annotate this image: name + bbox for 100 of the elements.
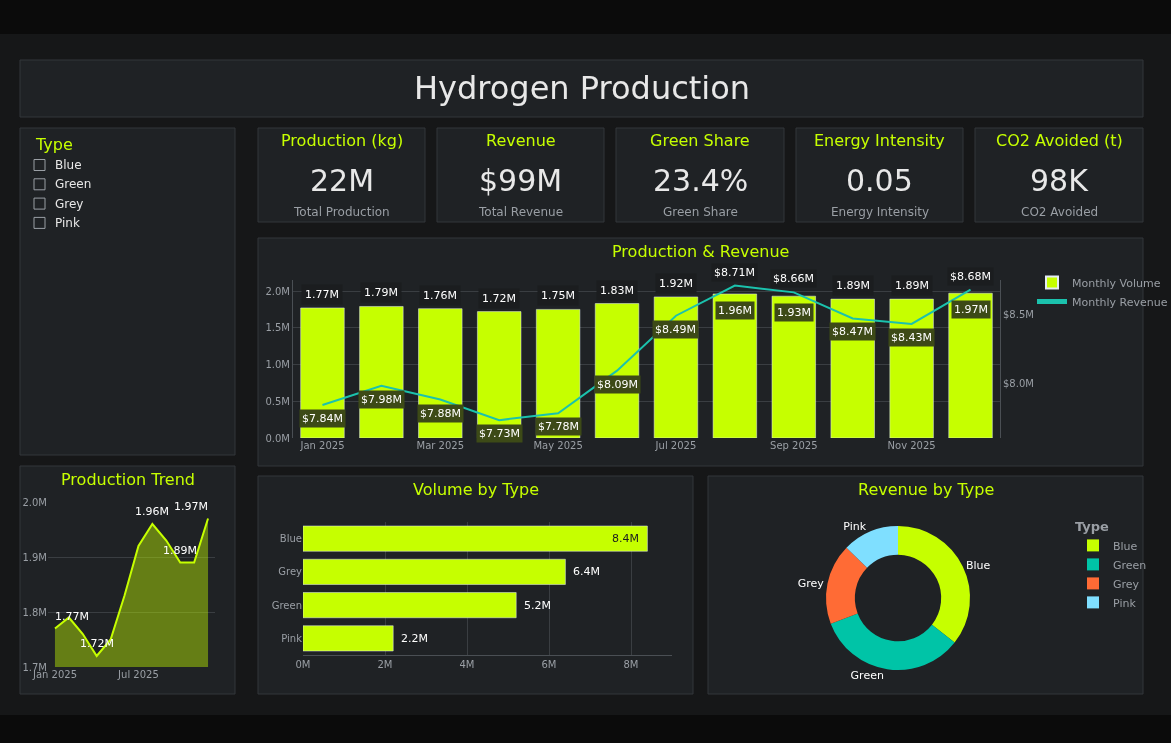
text: Green Share	[663, 205, 738, 219]
text: 98K	[1030, 163, 1090, 198]
x-tick-label: 4M	[459, 659, 475, 670]
data-label: 1.76M	[423, 289, 457, 302]
donut-slice	[830, 613, 955, 670]
data-label: $7.78M	[538, 420, 579, 433]
data-label: $8.49M	[655, 323, 696, 336]
slice-label: Green	[850, 669, 884, 683]
legend-label: Grey	[1113, 577, 1140, 591]
text: Hydrogen Production	[414, 69, 751, 107]
data-label: 1.96M	[135, 505, 169, 518]
text: Type	[35, 135, 73, 154]
y2-tick-label: $8.5M	[1003, 308, 1034, 320]
slice-label: Grey	[797, 576, 825, 590]
text: Grey	[55, 197, 84, 211]
data-label: $8.66M	[773, 272, 814, 285]
data-label: 6.4M	[573, 565, 600, 578]
text: 22M	[310, 163, 375, 198]
text: Energy Intensity	[831, 205, 930, 219]
data-label: 1.89M	[895, 279, 929, 292]
data-label: $7.88M	[420, 407, 461, 420]
data-label: 1.97M	[954, 303, 988, 316]
x-tick-label: Jul 2025	[117, 669, 159, 680]
data-label: $7.73M	[479, 427, 520, 440]
data-label: 1.79M	[364, 286, 398, 299]
x-tick-label: 6M	[541, 659, 557, 670]
data-label: 8.4M	[612, 532, 639, 545]
y-tick-label: 2.0M	[22, 496, 47, 508]
text: Total Production	[293, 205, 390, 219]
chart-title: Production & Revenue	[612, 242, 790, 261]
text: Revenue	[486, 131, 556, 150]
x-tick-label: Nov 2025	[887, 440, 936, 451]
data-label: 1.77M	[305, 288, 339, 301]
chart-title: Revenue by Type	[858, 480, 995, 499]
text: Pink	[55, 216, 80, 230]
bar	[303, 525, 648, 552]
donut-slice	[826, 547, 868, 624]
bar	[303, 592, 517, 619]
x-tick-label: 2M	[377, 659, 393, 670]
x-tick-label: 0M	[295, 659, 311, 670]
data-label: $8.68M	[950, 270, 991, 283]
data-label: $8.09M	[597, 378, 638, 391]
data-label: 1.93M	[777, 306, 811, 319]
legend-label: Monthly Volume	[1072, 276, 1161, 290]
text: Blue	[55, 158, 82, 172]
y-tick-label: 1.0M	[265, 359, 290, 371]
text: CO2 Avoided (t)	[996, 131, 1123, 150]
text: CO2 Avoided	[1021, 205, 1099, 219]
data-label: $7.84M	[302, 412, 343, 425]
x-tick-label: Jul 2025	[654, 440, 697, 451]
text: 23.4%	[653, 163, 749, 198]
data-label: $8.47M	[832, 325, 873, 338]
data-label: 1.97M	[174, 500, 208, 513]
data-label: 1.89M	[836, 279, 870, 292]
data-label: 1.92M	[659, 277, 693, 290]
data-label: 5.2M	[524, 599, 551, 612]
bar	[303, 558, 566, 585]
x-tick-label: Jan 2025	[299, 440, 345, 451]
data-label: 1.77M	[55, 610, 89, 623]
y-tick-label: 1.9M	[22, 551, 47, 563]
legend-label: Pink	[1113, 596, 1137, 610]
x-tick-label: Jan 2025	[31, 669, 77, 680]
chart-title: Production Trend	[61, 470, 195, 489]
data-label: 1.75M	[541, 289, 575, 302]
x-tick-label: Mar 2025	[416, 440, 465, 451]
y-tick-label: 0.0M	[265, 432, 290, 444]
text: Green Share	[650, 131, 750, 150]
y-tick-label: 1.5M	[265, 322, 290, 334]
x-tick-label: May 2025	[533, 440, 583, 451]
y2-tick-label: $8.0M	[1003, 377, 1034, 389]
text: Energy Intensity	[814, 131, 945, 150]
y-tick-label: 1.8M	[22, 606, 47, 618]
legend-label: Blue	[1113, 539, 1138, 553]
y-tick-label: Grey	[278, 566, 303, 578]
text: $99M	[479, 163, 563, 198]
bar	[303, 625, 394, 652]
slice-label: Blue	[966, 558, 991, 572]
text: 0.05	[846, 163, 913, 198]
legend-title: Type	[1075, 518, 1110, 534]
y-tick-label: Green	[271, 599, 302, 611]
y-tick-label: 2.0M	[265, 285, 290, 297]
text: Green	[55, 177, 92, 191]
text: Production (kg)	[281, 131, 404, 150]
y-tick-label: 0.5M	[265, 395, 290, 407]
data-label: 1.72M	[482, 292, 516, 305]
data-label: 1.96M	[718, 304, 752, 317]
data-label: $8.71M	[714, 266, 755, 279]
data-label: 2.2M	[401, 632, 428, 645]
y-tick-label: Blue	[279, 533, 302, 545]
x-tick-label: Sep 2025	[770, 440, 818, 451]
x-tick-label: 8M	[623, 659, 639, 670]
legend-label: Monthly Revenue	[1072, 295, 1168, 309]
y-tick-label: Pink	[281, 632, 303, 644]
data-label: $7.98M	[361, 393, 402, 406]
legend-label: Green	[1113, 558, 1147, 572]
chart-title: Volume by Type	[413, 480, 540, 499]
slice-label: Pink	[843, 519, 867, 533]
data-label: $8.43M	[891, 331, 932, 344]
data-label: 1.83M	[600, 284, 634, 297]
text: Total Revenue	[478, 205, 564, 219]
